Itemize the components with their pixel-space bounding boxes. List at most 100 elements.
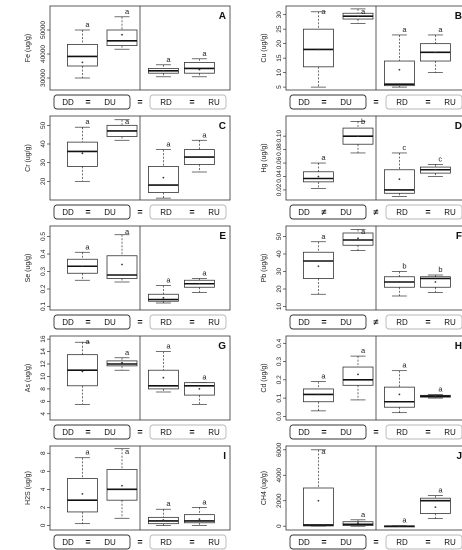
comparison-label: DU — [340, 428, 352, 437]
comparison-label: RD — [396, 208, 408, 217]
box-dd: a — [67, 20, 98, 79]
significance-letter: a — [402, 25, 407, 34]
significance-letter: a — [402, 361, 407, 370]
y-tick-label: 6 — [40, 399, 47, 403]
comparison-label: DU — [104, 318, 116, 327]
y-tick-label: 30 — [276, 11, 283, 19]
comparison-operator: = — [425, 97, 430, 107]
box-du: a — [106, 7, 138, 50]
mean-point — [121, 484, 123, 487]
significance-letter: a — [125, 117, 130, 126]
depth-group-outline — [289, 204, 367, 220]
y-axis-label: Pb (ug/g) — [261, 254, 268, 283]
mean-point — [121, 130, 123, 132]
comparison-label: RU — [208, 318, 220, 327]
y-tick-label: 0.06 — [276, 156, 283, 169]
river-group-outline — [385, 424, 462, 440]
mean-point — [198, 387, 201, 390]
significance-letter: a — [125, 447, 130, 456]
iqr-box — [303, 388, 334, 403]
box-du: a — [342, 346, 374, 401]
iqr-box — [383, 386, 415, 408]
depth-group-outline — [53, 204, 131, 220]
iqr-box — [106, 469, 138, 501]
box-ru: a — [183, 130, 215, 173]
y-axis-label: Hg (ug/g) — [261, 143, 268, 172]
y-tick-label: 30 — [276, 268, 283, 276]
y-axis-label: Se (ug/g) — [25, 254, 32, 283]
y-axis-label: Cu (ug/g) — [261, 33, 268, 62]
comparison-label: RU — [444, 98, 456, 107]
river-group-outline — [149, 314, 227, 330]
comparison-operator: = — [189, 317, 194, 327]
iqr-box — [147, 369, 179, 390]
y-tick-label: 6000 — [276, 442, 283, 457]
box-rd: a — [147, 55, 179, 78]
mean-point — [398, 393, 401, 396]
panel-j: 0 2000 4000 6000 CH4 (ug/g) Ja a a a DD = DU = RD = RU — [261, 442, 462, 550]
comparison-operator: ≠ — [322, 207, 327, 217]
iqr-box — [67, 478, 98, 513]
box-ru: a — [419, 25, 451, 73]
significance-letter: a — [438, 486, 443, 495]
comparison-operator: = — [137, 207, 142, 217]
box-dd: a — [303, 372, 334, 412]
box-ru: a — [419, 486, 451, 519]
comparison-label: DU — [104, 208, 116, 217]
mean-point — [162, 519, 165, 521]
panel-letter: E — [219, 231, 226, 242]
significance-letter: a — [166, 342, 171, 351]
panel-g: 4 6 8 10 12 14 16 As (ug/g) Ga a a a DD = DU = RD = RU — [25, 335, 231, 440]
comparison-operator: = — [373, 97, 378, 107]
comparison-label: RD — [160, 98, 172, 107]
y-axis-label: As (ug/g) — [25, 364, 32, 392]
mean-point — [357, 522, 359, 524]
panel-letter: I — [223, 451, 226, 462]
y-tick-label: 0.2 — [276, 375, 283, 384]
mean-point — [398, 178, 401, 181]
significance-letter: a — [321, 372, 326, 381]
significance-letter: a — [321, 447, 326, 456]
box-dd: a — [303, 232, 334, 295]
comparison-label: RD — [160, 208, 172, 217]
mean-point — [398, 281, 401, 283]
box-du: b — [342, 117, 374, 154]
box-dd: a — [67, 337, 98, 405]
y-tick-label: 16 — [40, 335, 47, 343]
y-tick-label: 10 — [40, 372, 47, 380]
comparison-label: RD — [160, 538, 172, 547]
panel-h: 0.0 0.1 0.2 0.3 0.4 Cd (ug/g) Ha a a a DD = DU = RD = RU — [261, 335, 462, 440]
iqr-box — [342, 366, 374, 386]
comparison-operator: ≠ — [374, 207, 379, 217]
comparison-operator: = — [321, 97, 326, 107]
depth-group-outline — [289, 424, 367, 440]
comparison-label: DD — [62, 428, 74, 437]
comparison-label: DU — [340, 98, 352, 107]
mean-point — [357, 135, 359, 138]
mean-point — [81, 61, 84, 64]
y-tick-label: 0.10 — [276, 129, 283, 142]
significance-letter: a — [361, 510, 366, 519]
comparison-label: RD — [160, 318, 172, 327]
y-tick-label: 40 — [40, 140, 47, 148]
comparison-operator: = — [189, 427, 194, 437]
comparison-operator: = — [373, 427, 378, 437]
significance-letter: a — [125, 7, 130, 16]
y-tick-label: 4 — [40, 487, 47, 491]
significance-letter: b — [438, 265, 442, 274]
significance-letter: a — [166, 276, 171, 285]
significance-letter: a — [438, 25, 443, 34]
box-dd: a — [67, 117, 98, 182]
mean-point — [434, 395, 437, 398]
box-ru: b — [419, 265, 451, 293]
box-du: a — [106, 117, 138, 141]
comparison-operator: = — [321, 317, 326, 327]
y-tick-label: 0.5 — [40, 232, 47, 241]
comparison-label: DD — [62, 318, 74, 327]
y-tick-label: 0.02 — [276, 183, 283, 196]
y-tick-label: 0.2 — [40, 284, 47, 293]
comparison-operator: = — [137, 97, 142, 107]
y-tick-label: 4 — [40, 412, 47, 416]
iqr-box — [303, 28, 334, 68]
comparison-operator: = — [425, 207, 430, 217]
